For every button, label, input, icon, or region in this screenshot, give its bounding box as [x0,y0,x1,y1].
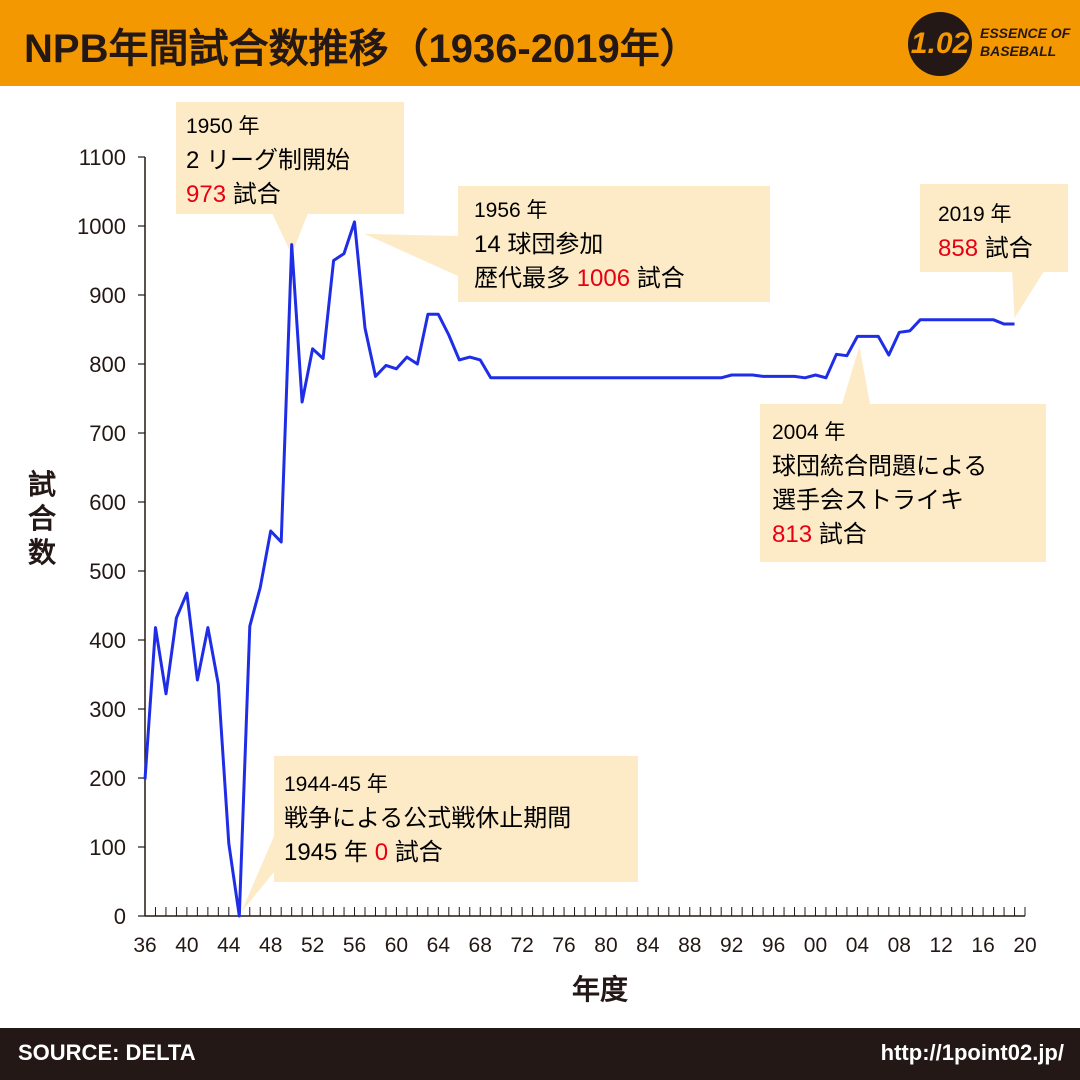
annotation-1956-year: 1956 年 [474,199,548,222]
x-tick-label: 72 [510,934,533,957]
annotation-1944-suffix: 試合 [388,839,443,866]
y-tick-label: 700 [89,421,126,446]
logo-line-1: ESSENCE OF [980,25,1071,41]
x-tick-label: 08 [888,934,911,957]
header-bar: NPB年間試合数推移（1936-2019年） 1.02 ESSENCE OF B… [0,0,1080,86]
series-line-games [143,220,1015,918]
x-tick-label: 20 [1013,934,1036,957]
annotation-1956-value: 1006 [576,265,631,292]
x-tick-label: 44 [217,934,241,957]
annotation-2004-text-2: 選手会ストライキ [772,487,964,514]
annotation-2019-value: 858 [938,235,979,262]
x-tick-label: 04 [846,934,870,957]
annotation-1944-prefix: 1945 年 [284,839,375,866]
y-tick-label: 300 [89,697,126,722]
y-tick-label: 1000 [77,214,126,239]
annotation-1944: 1944-45 年 戦争による公式戦休止期間 1945 年 0 試合 [274,756,638,882]
annotation-1956-prefix: 歴代最多 [474,265,577,292]
x-tick-label: 56 [343,934,366,957]
annotation-2019-year: 2019 年 [938,203,1012,226]
x-tick-label: 60 [385,934,408,957]
x-tick-label: 12 [930,934,953,957]
source-label: SOURCE: DELTA [18,1040,196,1065]
y-tick-label: 1100 [79,145,126,170]
annotation-1956-text: 14 球団参加 [474,231,604,258]
y-tick-label: 200 [89,766,126,791]
pointer-1956 [364,233,458,276]
y-tick-label: 900 [89,283,126,308]
page-title: NPB年間試合数推移（1936-2019年） [24,27,700,71]
annotation-1950-year: 1950 年 [186,115,260,138]
logo-line-2: BASEBALL [980,43,1057,59]
annotation-1950-value: 973 [186,181,227,208]
footer-bar: SOURCE: DELTA http://1point02.jp/ [0,1028,1080,1080]
pointer-2019 [1012,268,1046,318]
x-tick-label: 00 [804,934,827,957]
annotation-1956-suffix: 試合 [630,265,685,292]
logo-wordmark: ESSENCE OF BASEBALL [980,24,1070,60]
brand-logo: 1.02 ESSENCE OF BASEBALL [908,12,1070,76]
y-axis-label: 試合数 [27,469,56,568]
annotation-2004-suffix: 試合 [812,521,867,548]
series-points [144,221,1015,917]
y-tick-label: 400 [89,628,126,653]
y-tick-label: 100 [89,835,126,860]
x-tick-label: 48 [259,934,282,957]
x-tick-label: 92 [720,934,743,957]
x-tick-label: 96 [762,934,785,957]
y-tick-label: 0 [114,904,126,929]
x-tick-label: 52 [301,934,324,957]
annotation-2004: 2004 年 球団統合問題による 選手会ストライキ 813 試合 [760,404,1046,562]
x-tick-label: 80 [594,934,617,957]
annotation-1950-text: 2 リーグ制開始 [186,147,351,174]
pointer-1950 [272,213,308,255]
y-tick-label: 800 [89,352,126,377]
x-tick-label: 64 [427,934,451,957]
x-tick-label: 84 [636,934,660,957]
annotation-1944-value: 0 [374,839,389,866]
x-tick-label: 76 [552,934,575,957]
x-tick-label: 40 [175,934,198,957]
annotation-2004-value: 813 [772,521,813,548]
x-tick-label: 16 [971,934,994,957]
annotation-2019: 2019 年 858 試合 [920,184,1068,272]
logo-badge-icon: 1.02 [908,12,972,76]
annotation-1950: 1950 年 2 リーグ制開始 973 試合 [176,102,404,214]
annotation-2019-suffix: 試合 [978,235,1033,262]
annotation-1950-suffix: 試合 [226,181,281,208]
pointer-2004 [842,346,870,404]
x-tick-label: 68 [469,934,492,957]
annotation-2004-text-1: 球団統合問題による [772,453,988,480]
x-tick-label: 88 [678,934,701,957]
x-axis-label: 年度 [571,974,628,1005]
annotation-1956: 1956 年 14 球団参加 歴代最多 1006 試合 [458,186,770,302]
annotation-2004-year: 2004 年 [772,421,846,444]
annotation-1944-year: 1944-45 年 [284,773,388,796]
site-url-link[interactable]: http://1point02.jp/ [880,1040,1064,1065]
pointer-1944 [241,836,274,912]
y-tick-label: 500 [89,559,126,584]
annotation-1944-text: 戦争による公式戦休止期間 [284,805,572,832]
y-tick-label: 600 [89,490,126,515]
x-tick-label: 36 [133,934,156,957]
